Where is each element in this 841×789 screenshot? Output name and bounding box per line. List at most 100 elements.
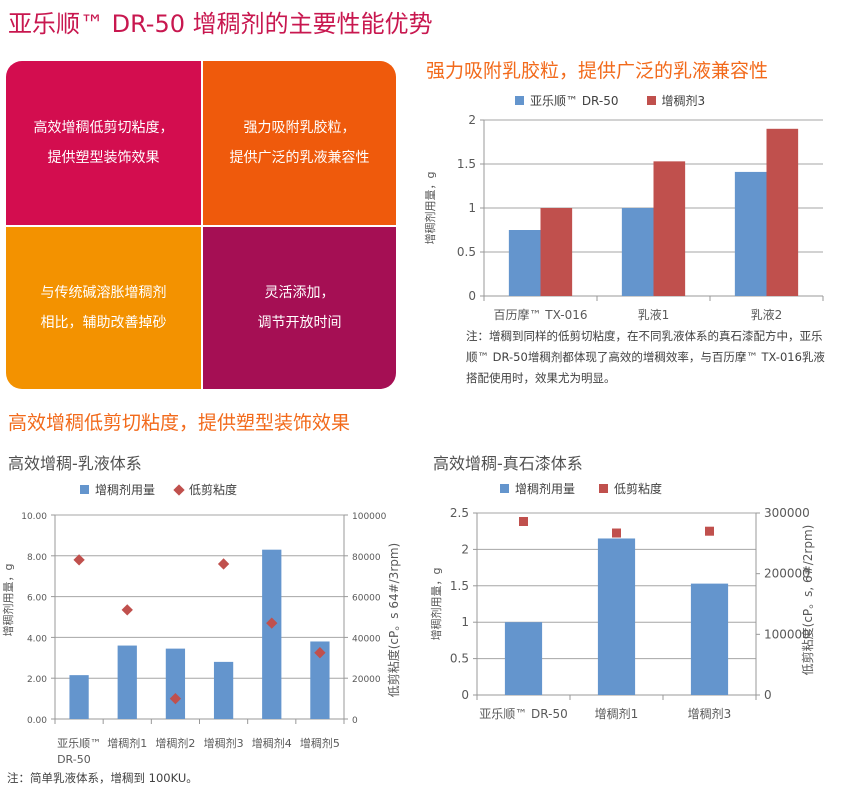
x-tick-label: 增稠剂5 — [300, 736, 340, 750]
bar — [165, 648, 186, 719]
tile-line: 调节开放时间 — [257, 315, 342, 331]
tile-line: 与传统碱溶胀增稠剂 — [40, 285, 167, 301]
bar — [504, 622, 543, 695]
y-axis-label: 增稠剂用量，g — [429, 568, 443, 641]
y2-tick-label: 60000 — [352, 594, 381, 604]
y-tick-label: 0.5 — [457, 245, 476, 259]
tile-line: 灵活添加， — [264, 285, 335, 301]
y-tick-label: 2 — [461, 542, 469, 556]
chart2-note: 注：简单乳液体系，增稠到 100KU。 — [7, 771, 198, 785]
data-point-marker — [217, 558, 230, 570]
legend-swatch-blue — [515, 96, 524, 105]
y-tick-label: 0.00 — [27, 716, 47, 726]
x-tick-label: 增稠剂2 — [155, 736, 195, 750]
y-tick-label: 6.00 — [27, 594, 47, 604]
bar — [69, 675, 89, 719]
page-title: 亚乐顺™ DR-50 增稠剂的主要性能优势 — [8, 10, 433, 38]
y2-tick-label: 40000 — [352, 634, 381, 644]
chart1-note: 注：增稠到同样的低剪切粘度，在不同乳液体系的真石漆配方中，亚乐顺™ DR-50增… — [466, 329, 825, 385]
y2-tick-label: 80000 — [352, 553, 381, 563]
legend-diamond-icon — [173, 483, 185, 496]
data-point-marker — [73, 554, 85, 566]
tile-line: 强力吸附乳胶粒， — [243, 120, 356, 136]
bar — [540, 208, 573, 296]
y-axis-label: 增稠剂用量，g — [423, 172, 437, 245]
y2-tick-label: 100000 — [352, 512, 387, 522]
bar — [621, 208, 654, 296]
x-tick-label: 亚乐顺™ DR-50 — [479, 707, 568, 721]
y2-tick-label: 100000 — [764, 627, 810, 641]
feature-tile-sand-loss: 与传统碱溶胀增稠剂 相比，辅助改善掉砂 — [6, 227, 201, 389]
x-tick-label: 亚乐顺™ — [57, 737, 101, 750]
bar — [597, 538, 636, 695]
data-point-marker — [705, 526, 714, 536]
y2-axis-label: 低剪粘度(cP。s, 6#/2rpm) — [800, 525, 815, 676]
tile-line: 高效增稠低剪切粘度， — [33, 120, 174, 136]
feature-tile-open-time: 灵活添加， 调节开放时间 — [203, 227, 396, 389]
legend-label: 低剪粘度 — [614, 482, 663, 496]
y-tick-label: 2.5 — [450, 506, 469, 520]
y-tick-label: 4.00 — [27, 634, 47, 644]
bar — [690, 583, 729, 695]
x-tick-label: 百历摩™ TX-016 — [493, 307, 587, 322]
y-tick-label: 1 — [461, 615, 469, 629]
y2-axis-label: 低剪粘度(cP。s 64#/3rpm) — [386, 543, 401, 698]
x-tick-label: 增稠剂3 — [204, 736, 244, 750]
chart2-legend: 增稠剂用量 低剪粘度 — [80, 481, 237, 498]
x-tick-label: 增稠剂1 — [107, 736, 147, 750]
y2-tick-label: 0 — [352, 716, 358, 726]
y-tick-label: 2.00 — [27, 675, 47, 685]
y2-tick-label: 0 — [764, 688, 772, 702]
bar — [117, 645, 137, 719]
y-tick-label: 1.5 — [457, 157, 476, 171]
y-tick-label: 1 — [468, 201, 476, 215]
tile-line: 相比，辅助改善掉砂 — [40, 315, 167, 331]
data-point-marker — [266, 617, 278, 629]
bar — [213, 661, 234, 719]
bar — [734, 171, 767, 296]
section-heading-low-shear: 高效增稠低剪切粘度，提供塑型装饰效果 — [8, 412, 351, 434]
bar — [262, 549, 282, 719]
legend-label: 增稠剂用量 — [515, 482, 576, 496]
chart1-legend: 亚乐顺™ DR-50 增稠剂3 — [515, 92, 705, 109]
y2-tick-label: 300000 — [764, 506, 810, 520]
x-tick-label: DR-50 — [57, 753, 91, 766]
section-heading-compatibility: 强力吸附乳胶粒，提供广泛的乳液兼容性 — [426, 60, 769, 82]
bar — [766, 128, 799, 296]
chart3-legend: 增稠剂用量 低剪粘度 — [500, 480, 662, 497]
y-tick-label: 0 — [468, 289, 476, 303]
x-tick-label: 乳液1 — [638, 307, 670, 322]
tile-line: 提供广泛的乳液兼容性 — [229, 150, 370, 166]
feature-tile-adsorption: 强力吸附乳胶粒， 提供广泛的乳液兼容性 — [203, 61, 396, 225]
x-tick-label: 增稠剂4 — [252, 736, 292, 750]
data-point-marker — [314, 647, 326, 659]
bar — [508, 230, 541, 296]
data-point-marker — [121, 604, 133, 616]
chart3-title: 高效增稠-真石漆体系 — [433, 454, 583, 473]
legend-swatch-blue — [500, 484, 509, 493]
chart2-title: 高效增稠-乳液体系 — [8, 454, 142, 473]
tile-line: 提供塑型装饰效果 — [47, 150, 160, 166]
y-axis-label: 增稠剂用量，g — [1, 564, 15, 637]
x-tick-label: 增稠剂1 — [595, 706, 639, 721]
y2-tick-label: 20000 — [352, 675, 381, 685]
legend-label: 增稠剂3 — [661, 94, 706, 108]
bar — [653, 161, 686, 296]
y-tick-label: 0.5 — [450, 652, 469, 666]
bar — [310, 641, 330, 719]
data-point-marker — [519, 516, 528, 526]
legend-label: 亚乐顺™ DR-50 — [530, 94, 619, 108]
x-tick-label: 乳液2 — [751, 307, 783, 322]
data-point-marker — [612, 528, 621, 538]
y-tick-label: 0 — [461, 688, 469, 702]
x-tick-label: 增稠剂3 — [688, 706, 732, 721]
legend-swatch-red — [599, 484, 609, 493]
y2-tick-label: 200000 — [764, 567, 810, 581]
legend-swatch-red — [646, 96, 656, 105]
y-tick-label: 1.5 — [450, 579, 469, 593]
legend-swatch-blue — [80, 485, 89, 494]
y-tick-label: 8.00 — [27, 553, 47, 563]
data-point-marker — [169, 692, 182, 705]
legend-label: 低剪粘度 — [189, 483, 238, 497]
y-tick-label: 10.00 — [21, 512, 47, 522]
